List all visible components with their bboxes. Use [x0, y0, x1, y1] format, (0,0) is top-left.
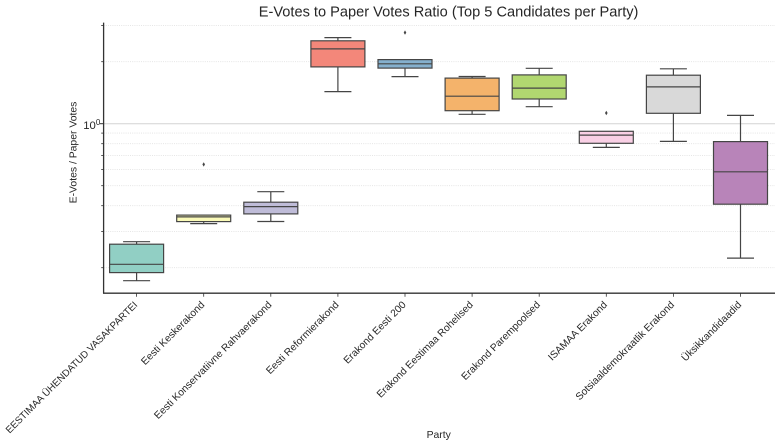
svg-text:E-Votes / Paper Votes: E-Votes / Paper Votes: [69, 102, 80, 204]
svg-text:E-Votes to Paper Votes Ratio (: E-Votes to Paper Votes Ratio (Top 5 Cand…: [259, 4, 639, 20]
svg-text:Party: Party: [427, 430, 452, 441]
